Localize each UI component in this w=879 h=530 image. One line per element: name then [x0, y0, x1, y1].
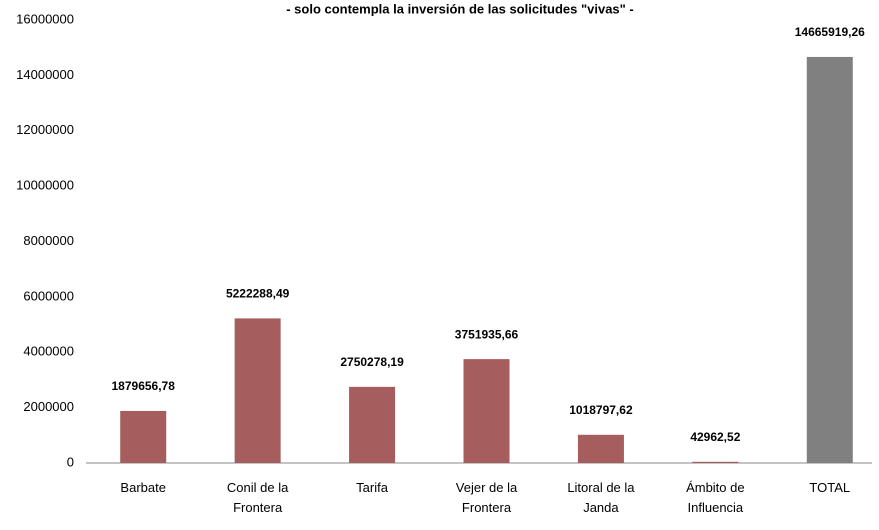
- value-label: 5222288,49: [226, 287, 290, 301]
- y-tick-label: 10000000: [16, 178, 74, 193]
- x-tick-label: Ámbito de Influencia: [686, 480, 745, 515]
- x-tick-label: Vejer de la Frontera: [455, 480, 518, 515]
- value-label: 14665919,26: [795, 25, 865, 39]
- y-tick-label: 2000000: [23, 399, 74, 414]
- y-tick-label: 14000000: [16, 67, 74, 82]
- x-tick-label: Tarifa: [356, 480, 388, 495]
- value-label: 1879656,78: [112, 379, 176, 393]
- bar: [806, 56, 853, 464]
- bar: [234, 318, 281, 463]
- y-tick-label: 6000000: [23, 288, 74, 303]
- chart-subtitle: - solo contempla la inversión de las sol…: [286, 1, 634, 16]
- y-tick-label: 16000000: [16, 11, 74, 26]
- x-tick-label: TOTAL: [809, 480, 851, 495]
- value-label: 2750278,19: [340, 355, 404, 369]
- bar: [692, 461, 739, 463]
- x-tick-label: Conil de la Frontera: [226, 480, 289, 515]
- y-tick-label: 8000000: [23, 233, 74, 248]
- value-label: 42962,52: [690, 430, 740, 444]
- value-label: 3751935,66: [455, 327, 519, 341]
- y-tick-label: 4000000: [23, 344, 74, 359]
- y-tick-label: 0: [67, 454, 74, 469]
- bar: [120, 410, 167, 463]
- bar: [577, 434, 624, 463]
- value-label: 1018797,62: [569, 403, 633, 417]
- x-tick-label: Barbate: [120, 480, 166, 495]
- x-tick-label: Litoral de la Janda: [567, 480, 635, 515]
- bar: [463, 359, 510, 463]
- bar: [349, 386, 396, 463]
- y-tick-label: 12000000: [16, 122, 74, 137]
